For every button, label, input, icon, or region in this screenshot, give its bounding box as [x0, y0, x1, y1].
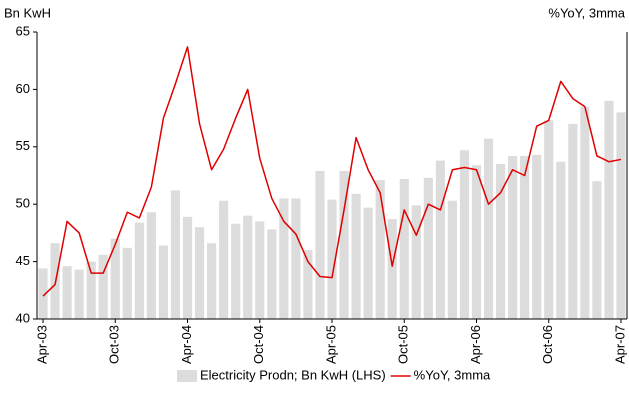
bar [471, 165, 482, 319]
bar [592, 181, 602, 319]
legend-swatch [177, 370, 197, 382]
bar [363, 207, 373, 319]
bar [568, 123, 578, 319]
bar [339, 170, 349, 319]
bar [182, 216, 193, 319]
x-tick-label: Oct-04 [251, 325, 266, 364]
bar [616, 112, 626, 319]
bar [98, 254, 108, 319]
bar [231, 223, 241, 319]
bar [207, 243, 217, 319]
bar [351, 193, 361, 319]
bar [219, 200, 229, 319]
bar [315, 170, 325, 319]
y2-axis-title: %YoY, 3mma [548, 5, 625, 20]
legend-label: Electricity Prodn; Bn KwH (LHS) [200, 367, 386, 382]
x-tick-label: Apr-05 [323, 325, 338, 364]
bar [459, 150, 470, 319]
bar [532, 154, 542, 319]
bar [38, 268, 48, 319]
bar [556, 161, 566, 319]
x-tick-label: Oct-03 [107, 325, 122, 364]
bar [423, 177, 433, 319]
bar [580, 106, 590, 320]
y-tick-label: 60 [16, 81, 30, 96]
bar [387, 219, 397, 319]
bar [74, 269, 84, 319]
bar [495, 164, 506, 319]
legend-label: %YoY, 3mma [414, 367, 491, 382]
bar [483, 138, 494, 319]
y-tick-label: 50 [16, 196, 30, 211]
bar [303, 250, 313, 319]
bar [170, 190, 181, 319]
bar [158, 245, 169, 319]
bar [243, 215, 253, 319]
bar [86, 261, 96, 319]
x-tick-label: Apr-03 [34, 325, 49, 364]
x-tick-label: Oct-06 [540, 325, 555, 364]
bar [399, 178, 409, 319]
bar [146, 212, 156, 319]
y-tick-label: 45 [16, 253, 30, 268]
x-tick-label: Oct-05 [396, 325, 411, 364]
bar [375, 180, 385, 319]
legend: Electricity Prodn; Bn KwH (LHS) %YoY, 3mm… [177, 367, 491, 382]
bar [279, 198, 289, 319]
y-tick-label: 40 [16, 310, 30, 325]
line [42, 46, 622, 297]
bar [508, 155, 518, 319]
x-tick-label: Apr-06 [468, 325, 483, 364]
bar [520, 155, 530, 319]
bar [194, 227, 205, 319]
bar [62, 266, 72, 319]
bar [604, 100, 614, 319]
bar [544, 120, 554, 320]
bar [255, 221, 265, 319]
bar [411, 205, 421, 319]
x-tick-label: Apr-04 [179, 325, 194, 364]
bar [267, 229, 277, 319]
bar [291, 198, 301, 319]
y-tick-label: 55 [16, 138, 30, 153]
y-tick-label: 65 [16, 23, 30, 38]
bar [435, 160, 445, 319]
bar [110, 238, 120, 319]
bar [447, 200, 457, 319]
bar [122, 247, 132, 319]
x-tick-label: Apr-07 [612, 325, 627, 364]
y-axis-title: Bn KwH [4, 5, 51, 20]
bar [134, 222, 144, 319]
bar [327, 199, 337, 319]
